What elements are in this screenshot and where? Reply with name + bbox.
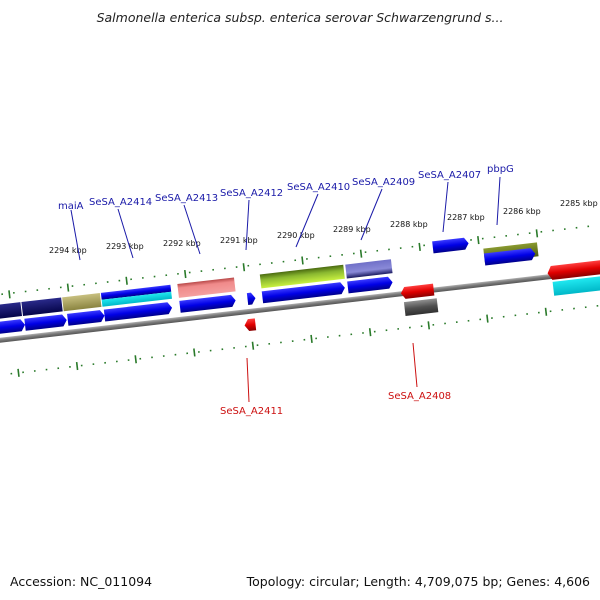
kbp-axis-labels: 2294 kbp 2293 kbp 2292 kbp 2291 kbp 2290…	[49, 199, 598, 255]
gene-label-pbpG: pbpG	[487, 164, 514, 175]
kbp-label: 2286 kbp	[503, 207, 541, 216]
kbp-label: 2285 kbp	[560, 199, 598, 208]
gene-label-SeSA_A2411: SeSA_A2411	[220, 406, 283, 417]
kbp-label: 2290 kbp	[277, 231, 315, 240]
reverse-gene-arrows	[244, 258, 600, 332]
kbp-label: 2288 kbp	[390, 220, 428, 229]
gene-label-SeSA_A2410: SeSA_A2410	[287, 182, 350, 193]
gene-label-SeSA_A2409: SeSA_A2409	[352, 177, 415, 188]
accession-label: Accession: NC_011094	[10, 574, 153, 589]
map-title: Salmonella enterica subsp. enterica sero…	[96, 10, 504, 25]
kbp-label: 2291 kbp	[220, 236, 258, 245]
topology-summary: Topology: circular; Length: 4,709,075 bp…	[246, 574, 590, 589]
kbp-label: 2292 kbp	[163, 239, 201, 248]
gene-label-SeSA_A2408: SeSA_A2408	[388, 391, 451, 402]
gene-label-maiA: maiA	[58, 201, 84, 212]
genome-backbone	[0, 261, 600, 350]
outer-tick-ring	[0, 224, 594, 296]
gene-label-SeSA_A2412: SeSA_A2412	[220, 188, 283, 199]
kbp-label: 2293 kbp	[106, 242, 144, 251]
outer-major-ticks	[8, 229, 539, 299]
reverse-gene-labels: SeSA_A2411 SeSA_A2408	[220, 342, 451, 417]
inner-tick-ring	[6, 304, 600, 377]
kbp-label: 2294 kbp	[49, 246, 87, 255]
gene-label-SeSA_A2413: SeSA_A2413	[155, 193, 218, 204]
forward-gene-arrows	[0, 237, 536, 335]
gene-label-SeSA_A2414: SeSA_A2414	[89, 197, 152, 208]
gene-label-SeSA_A2407: SeSA_A2407	[418, 170, 481, 181]
kbp-label: 2287 kbp	[447, 213, 485, 222]
forward-gene-labels: maiA SeSA_A2414 SeSA_A2413 SeSA_A2412 Se…	[58, 164, 514, 261]
kbp-label: 2289 kbp	[333, 225, 371, 234]
